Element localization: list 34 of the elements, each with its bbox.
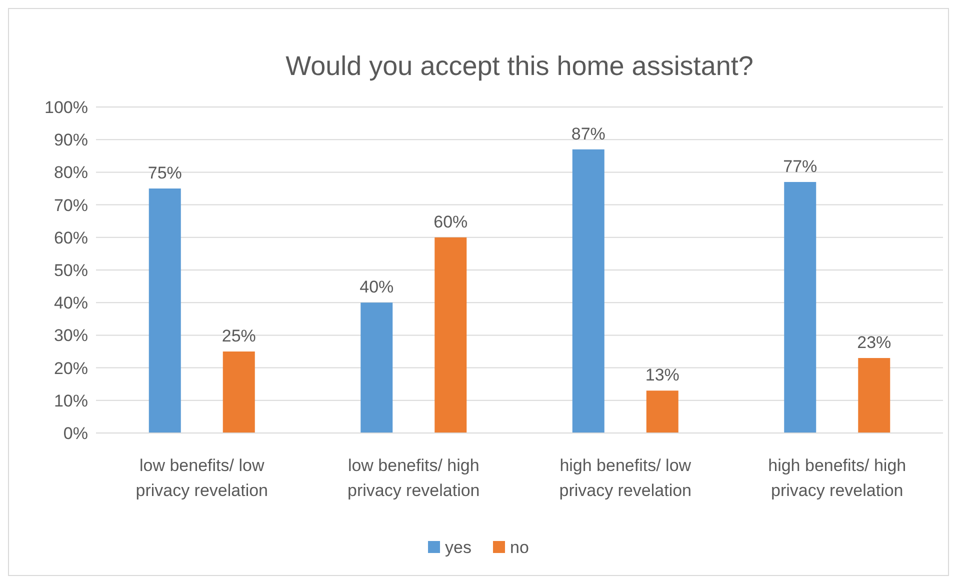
bar [434, 237, 467, 433]
legend-label: yes [445, 538, 472, 557]
bar [148, 188, 181, 433]
data-label: 75% [148, 164, 182, 182]
data-label: 60% [434, 212, 468, 232]
y-tick-label: 40% [54, 294, 88, 313]
y-tick-label: 60% [54, 228, 88, 248]
y-tick-label: 50% [54, 260, 88, 280]
y-tick-label: 20% [54, 358, 88, 378]
bar [858, 358, 890, 433]
data-label: 25% [222, 326, 256, 346]
data-label: 87% [571, 124, 606, 144]
data-label: 77% [783, 156, 818, 176]
x-tick-label: high benefits/ high privacy revelation [768, 456, 906, 500]
bar [646, 390, 678, 433]
data-label: 40% [360, 278, 394, 297]
x-tick-label: high benefits/ low privacy revelation [559, 456, 692, 500]
bar [360, 302, 393, 433]
y-tick-label: 10% [54, 391, 88, 410]
data-label: 23% [857, 333, 892, 352]
y-tick-label: 30% [54, 326, 88, 346]
y-tick-label: 80% [54, 163, 88, 182]
y-tick-label: 100% [44, 98, 88, 117]
chart-title: Would you accept this home assistant? [286, 51, 754, 81]
data-label: 13% [645, 366, 680, 385]
bar [222, 352, 255, 433]
x-tick-label: low benefits/ low privacy revelation [136, 456, 268, 500]
y-tick-label: 0% [63, 424, 88, 443]
y-tick-label: 70% [54, 196, 88, 215]
x-tick-label: low benefits/ high privacy revelation [347, 456, 480, 500]
y-tick-label: 90% [54, 130, 88, 150]
bar [784, 182, 816, 433]
legend-label: no [510, 538, 529, 557]
bar [572, 149, 604, 433]
